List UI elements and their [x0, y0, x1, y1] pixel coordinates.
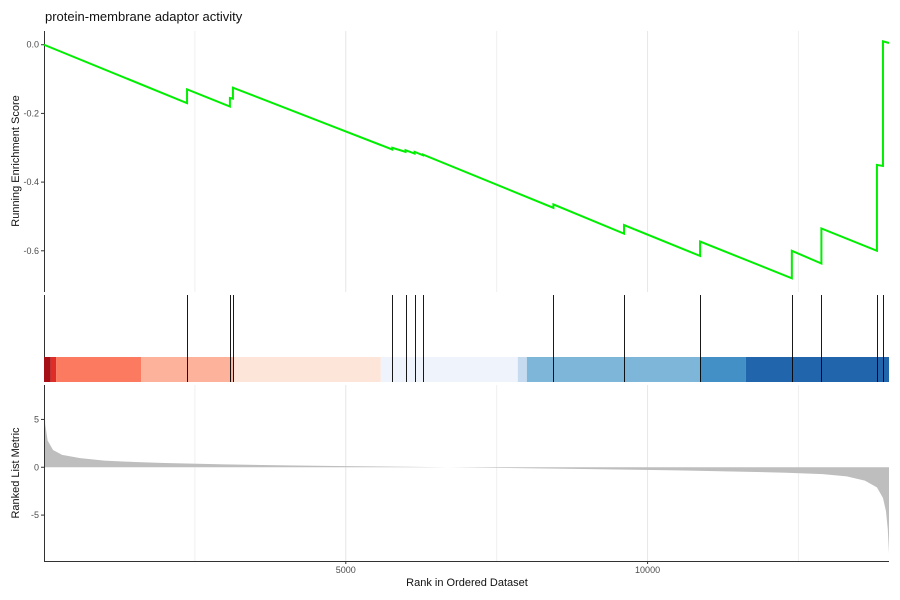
- color-band-6: [517, 357, 527, 382]
- ranked-metric-y-tick-label-0: 5: [34, 414, 39, 424]
- enrichment-y-tick-label-0: 0.0: [26, 40, 39, 50]
- enrichment-panel: 0.0 -0.2 -0.4 -0.6 Running Enrichment Score: [10, 31, 890, 292]
- gene-hit-lines: [187, 295, 884, 382]
- running-enrichment-line: [43, 39, 890, 280]
- ranked-metric-y-tick-label-1: 0: [34, 462, 39, 472]
- chart-title: protein-membrane adaptor activity: [45, 9, 243, 24]
- enrichment-y-label: Running Enrichment Score: [10, 95, 22, 226]
- hits-panel: [44, 295, 889, 382]
- enrichment-y-tick-label-2: -0.4: [23, 177, 39, 187]
- enrichment-y-tick-label-3: -0.6: [23, 246, 39, 256]
- ranked-metric-area: [44, 390, 889, 554]
- color-band-2: [56, 357, 142, 382]
- ranked-metric-y-label: Ranked List Metric: [10, 427, 22, 519]
- ranked-metric-y-tick-label-2: -5: [31, 510, 39, 520]
- color-band-4: [232, 357, 381, 382]
- ranked-metric-panel: 5 0 -5 5000 10000 Ranked List Metric Rank i…: [10, 385, 889, 589]
- x-axis-label: Rank in Ordered Dataset: [406, 577, 528, 589]
- enrichment-y-ticks: 0.0 -0.2 -0.4 -0.6: [23, 40, 44, 256]
- color-band-3: [141, 357, 233, 382]
- enrichment-y-tick-label-1: -0.2: [23, 108, 39, 118]
- x-tick-label-0: 5000: [336, 565, 356, 575]
- x-axis-ticks: 5000 10000: [336, 561, 660, 575]
- color-band-7: [526, 357, 701, 382]
- x-tick-label-1: 10000: [635, 565, 660, 575]
- enrichment-grid: [194, 31, 799, 292]
- ranked-metric-y-ticks: 5 0 -5: [31, 414, 44, 520]
- color-band-5: [380, 357, 518, 382]
- ranked-metric-grid: [194, 385, 799, 561]
- color-band-0: [44, 357, 51, 382]
- color-band-9: [745, 357, 889, 382]
- color-band-8: [700, 357, 746, 382]
- rank-color-bar: [44, 357, 889, 382]
- color-band-1: [50, 357, 57, 382]
